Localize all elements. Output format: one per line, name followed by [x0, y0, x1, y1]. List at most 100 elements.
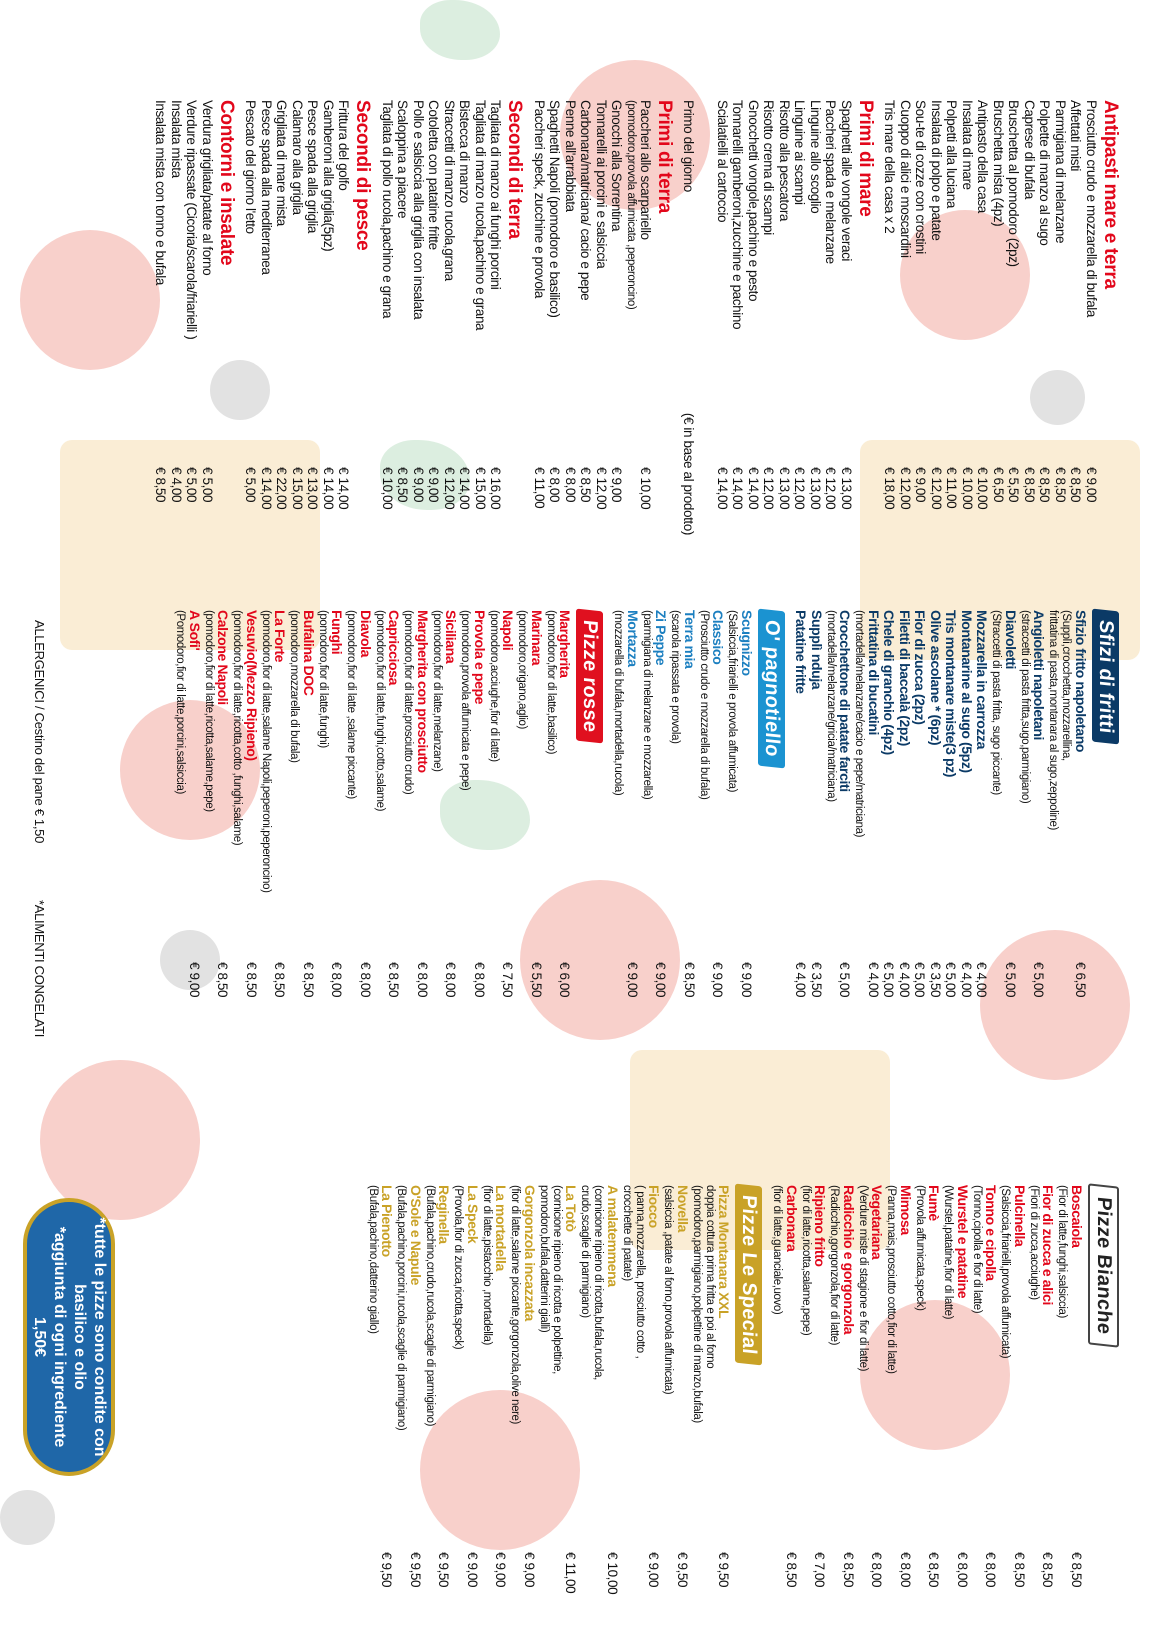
item-name: Frittura del golfo: [336, 100, 352, 191]
menu-item: Wurstel e patatine € 8,00: [955, 1185, 971, 1620]
item-name: Linguine ai scampi: [792, 100, 808, 205]
item-price: € 13,00: [777, 467, 792, 510]
menu-item: Tris montanare miste(3 pz) € 5,00: [943, 610, 960, 1030]
menu-item: Margherita € 6,00: [557, 610, 574, 1030]
item-price: € 10,00: [975, 467, 991, 510]
menu-item: Provola e pepe € 8,00: [472, 610, 488, 1030]
menu-item: Insalata di polpo e patate € 12,00: [929, 100, 944, 535]
item-price: € 5,50: [529, 962, 544, 998]
menu-item: Diavola € 8,00: [358, 610, 374, 1030]
menu-item: Calamaro alla griglia € 15,00: [290, 100, 305, 535]
item-description: (Straccetti di pasta fritta, sugo piccan…: [990, 610, 1003, 795]
menu-item: La mortadella € 9,00: [493, 1185, 510, 1620]
item-price: € 8,50: [301, 962, 316, 998]
item-name: Gnocchi alla Sorrentina: [609, 100, 625, 232]
item-price: € 8,50: [578, 467, 594, 503]
section-pizze-special: Pizze Le Special Pizza Montanara XXL € 9,…: [366, 1183, 771, 1620]
item-description: (pomodoro,origano,aglio): [516, 610, 529, 729]
menu-item: Tonnarelli gamberoni,zucchine e pachino €…: [730, 100, 746, 535]
menu-item: Pescato del giorno l'etto € 5,00: [243, 100, 259, 535]
item-price: € 3,50: [809, 962, 824, 998]
item-name: Tonnarelli gamberoni,zucchine e pachino: [730, 100, 746, 330]
item-name: Insalata mista con tonno e bufala: [153, 100, 169, 285]
item-name: Provola e pepe: [472, 610, 488, 704]
item-name: Paccheri speck, zucchine e provola: [532, 100, 547, 299]
item-price: € 9,00: [426, 467, 442, 503]
item-name: Linguine allo scoglio: [808, 100, 823, 214]
item-name: Bruschetta mista (4pz): [991, 100, 1006, 227]
item-price: € 15,00: [290, 467, 305, 510]
item-name: Napoli: [500, 610, 517, 651]
section-primi-mare: Primi di mare Spaghetti alle vongole ver…: [715, 100, 876, 535]
item-name: Sou-te di cozze con crostini: [913, 100, 929, 254]
item-name: Risotto alla pescatora: [777, 100, 792, 222]
item-description: (Prosciutto crudo e mozzarella di bufala…: [698, 610, 710, 800]
item-price: € 8,50: [1053, 467, 1068, 503]
menu-item: Polpetti alla luciana € 11,00: [944, 100, 960, 535]
menu-item: Pizza Montanara XXL € 9,50: [716, 1185, 733, 1620]
item-name: Insalata di mare: [960, 100, 975, 190]
item-price: € 22,00: [274, 467, 290, 510]
item-price: € 8,50: [1037, 467, 1053, 503]
item-name: La Totò: [563, 1185, 580, 1232]
item-price: € 12,00: [823, 467, 839, 510]
item-name: Prosciutto crudo e mozzarella di bufala: [1084, 100, 1099, 318]
item-description: doppia cottura prima fritta e poi al for…: [704, 1185, 716, 1369]
item-price: € 8,00: [329, 962, 345, 998]
item-price: € 5,00: [200, 467, 215, 503]
item-name: Parmigiana di melanzane: [1053, 100, 1068, 244]
menu-item: Pulcinella € 8,50: [1012, 1185, 1028, 1620]
column-antipasti-primi-secondi: Antipasti mare e terra Prosciutto crudo …: [0, 100, 1167, 535]
item-description: (Provola affumicata,speck): [914, 1185, 926, 1311]
item-name: Patatine fritte: [793, 610, 810, 694]
menu-item: Linguine allo scoglio € 13,00: [808, 100, 823, 535]
section-banner: Sfizi di fritti: [1092, 608, 1119, 745]
menu-item: Sou-te di cozze con crostini € 9,00: [913, 100, 929, 535]
item-name: La Speck: [465, 1185, 481, 1244]
item-description: (mozzarella di bufala,mortadella,rucola): [612, 610, 625, 796]
item-price: € 8,00: [415, 962, 430, 998]
item-price: € 14,00: [336, 467, 352, 510]
menu-item: Mimosa € 8,00: [898, 1185, 914, 1620]
section-banner: Pizze Bianche: [1088, 1183, 1119, 1348]
badge-line: *tutte le pizze sono condite con: [91, 1217, 108, 1457]
item-name: Pollo e salsiccia alla griglia con insal…: [411, 100, 426, 320]
item-price: € 13,00: [305, 467, 321, 510]
item-description: (Bufala,pachino,crudo,rucola,scaglie di …: [424, 1185, 436, 1427]
item-description: (pomodoro,fior di latte,prosciutto crudo…: [402, 610, 415, 795]
item-price: € 9,50: [675, 1552, 690, 1588]
item-price: € 16,00: [488, 467, 504, 510]
menu-item: Tagliata di pollo rucola,pachino e grana…: [380, 100, 395, 535]
menu-item: A malatemmena € 10,00: [605, 1185, 621, 1620]
section-sfizi: Sfizi di fritti Sfizio fritto napoletano…: [793, 608, 1127, 1030]
item-price: € 5,00: [243, 467, 259, 503]
item-price: € 8,50: [386, 962, 402, 998]
item-price: € 9,00: [653, 962, 669, 998]
item-price: € 9,00: [1084, 467, 1099, 503]
menu-item: Frittatina di bucatini € 4,00: [866, 610, 882, 1030]
menu-item: A Sofi' € 9,00: [187, 610, 203, 1030]
item-description: (pomodoro,parmigiano,polpettine di manzo…: [691, 1185, 703, 1423]
menu-item: La Forte € 8,50: [272, 610, 289, 1030]
section-primi-terra: Primi di terra Paccheri allo scarpariell…: [532, 100, 675, 535]
menu-item: Spaghetti alle vongole veraci € 13,00: [839, 100, 854, 535]
item-description: (fior di latte,guanciale,uovo): [771, 1185, 784, 1315]
item-price: € 12,00: [761, 467, 777, 510]
menu-item: Capricciosa € 8,50: [386, 610, 403, 1030]
item-name: Tagliata di pollo rucola,pachino e grana: [380, 100, 395, 319]
menu-item: Mortazza € 9,00: [625, 610, 641, 1030]
item-name: Mozzarella in carrozza: [974, 610, 991, 750]
item-name: Siciliana: [443, 610, 460, 664]
item-name: Insalata mista: [169, 100, 184, 178]
frozen-note: *ALIMENTI CONGELATI: [32, 900, 47, 1038]
item-price: € 8,00: [547, 467, 563, 503]
item-price: € 9,00: [913, 467, 929, 503]
menu-item: Sfizio fritto napoletano € 6,50: [1073, 610, 1089, 1030]
menu-item: Tagliata di manzo ai funghi porcini € 16,…: [488, 100, 504, 535]
item-name: Bruschetta al pomodoro (2pz): [1006, 100, 1022, 267]
item-price: (€ in base al prodotto): [681, 412, 697, 535]
item-description: (pomodoro,fior di latte,salame Napoli,pe…: [260, 610, 272, 893]
item-price: € 8,00: [869, 1552, 885, 1588]
item-price: € 14,00: [730, 467, 746, 510]
item-name: Carbonara: [784, 1185, 800, 1252]
